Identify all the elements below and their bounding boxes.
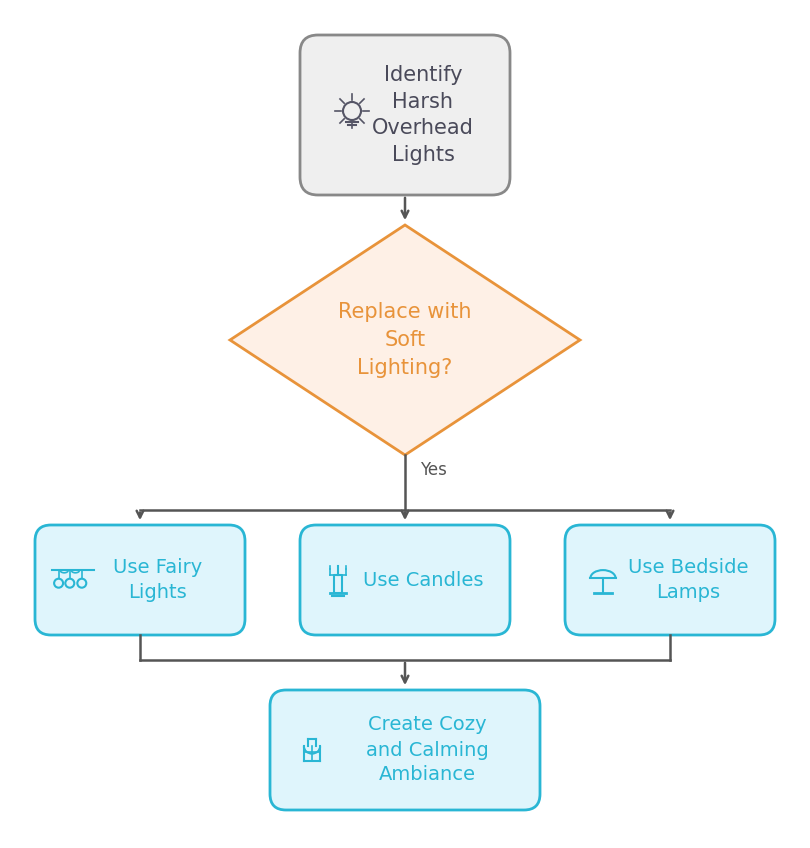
FancyBboxPatch shape	[565, 525, 775, 635]
Text: Create Cozy
and Calming
Ambiance: Create Cozy and Calming Ambiance	[365, 716, 488, 784]
Text: Use Candles: Use Candles	[363, 571, 484, 589]
FancyBboxPatch shape	[35, 525, 245, 635]
Text: Replace with
Soft
Lighting?: Replace with Soft Lighting?	[339, 302, 471, 378]
FancyBboxPatch shape	[270, 690, 540, 810]
FancyBboxPatch shape	[300, 35, 510, 195]
Text: Identify
Harsh
Overhead
Lights: Identify Harsh Overhead Lights	[372, 65, 474, 165]
FancyBboxPatch shape	[300, 525, 510, 635]
Text: Use Bedside
Lamps: Use Bedside Lamps	[628, 558, 748, 602]
Polygon shape	[230, 225, 580, 455]
Text: Yes: Yes	[420, 461, 447, 479]
Text: Use Fairy
Lights: Use Fairy Lights	[113, 558, 202, 602]
